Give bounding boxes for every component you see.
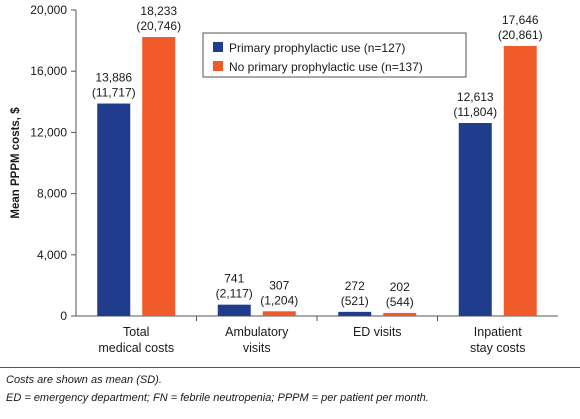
data-label-mean: 18,233 [140, 4, 177, 18]
bars: 13,886(11,717) 18,233(20,746) 741(2,117) 30… [92, 4, 543, 317]
category-label: Ambulatory [225, 325, 289, 339]
bar-primary [97, 103, 131, 317]
data-label-mean: 17,646 [502, 13, 539, 27]
footnote-abbreviations: ED = emergency department; FN = febrile … [6, 392, 429, 404]
bar-no-primary [142, 37, 176, 317]
legend: Primary prophylactic use (n=127) No prim… [202, 32, 467, 78]
bar-no-primary [262, 311, 296, 316]
category-label: Total [123, 325, 149, 339]
legend-swatch-primary [213, 42, 223, 52]
category-label: visits [243, 341, 271, 355]
y-tick-label: 16,000 [30, 64, 67, 78]
y-tick-label: 8,000 [37, 187, 67, 201]
y-tick-label: 20,000 [30, 3, 67, 17]
data-label-sd: (544) [386, 295, 414, 309]
category-labels: Total medical costs Ambulatory visits ED vis… [98, 316, 526, 355]
category-label: ED visits [353, 325, 402, 339]
bar-primary [338, 311, 372, 316]
legend-label-primary: Primary prophylactic use (n=127) [229, 41, 405, 55]
bar-primary [217, 304, 251, 316]
footnote-costs: Costs are shown as mean (SD). [6, 374, 162, 386]
y-tick-label: 12,000 [30, 125, 67, 139]
data-label-sd: (11,717) [92, 86, 136, 100]
y-tick-label: 0 [60, 309, 67, 323]
data-label-sd: (521) [341, 294, 369, 308]
footnote-divider [0, 367, 580, 368]
legend-swatch-no-primary [213, 61, 223, 71]
y-ticks: 0 4,000 8,000 12,000 16,000 20,000 [30, 3, 76, 323]
data-label-sd: (20,861) [498, 28, 543, 42]
data-label-mean: 272 [345, 279, 365, 293]
bar-no-primary [383, 312, 417, 316]
data-label-sd: (1,204) [260, 293, 298, 307]
category-label: stay costs [470, 341, 526, 355]
category-label: medical costs [98, 341, 174, 355]
y-tick-label: 4,000 [37, 248, 67, 262]
category-label: Inpatient [474, 325, 522, 339]
data-label-mean: 13,886 [95, 71, 132, 85]
legend-label-no-primary: No primary prophylactic use (n=137) [229, 60, 423, 74]
bar-no-primary [503, 46, 537, 316]
data-label-mean: 202 [390, 280, 410, 294]
legend-frame [202, 32, 467, 78]
data-label-sd: (2,117) [216, 287, 253, 301]
data-label-mean: 12,613 [457, 90, 494, 104]
data-label-mean: 741 [224, 272, 244, 286]
data-label-sd: (20,746) [136, 19, 181, 33]
bar-primary [458, 123, 492, 316]
bar-chart: Mean PPPM costs, $ 0 4,000 8,000 12,000 16,0… [10, 3, 558, 355]
data-label-sd: (11,804) [453, 105, 497, 119]
data-label-mean: 307 [269, 278, 289, 292]
y-axis-title: Mean PPPM costs, $ [10, 107, 22, 219]
